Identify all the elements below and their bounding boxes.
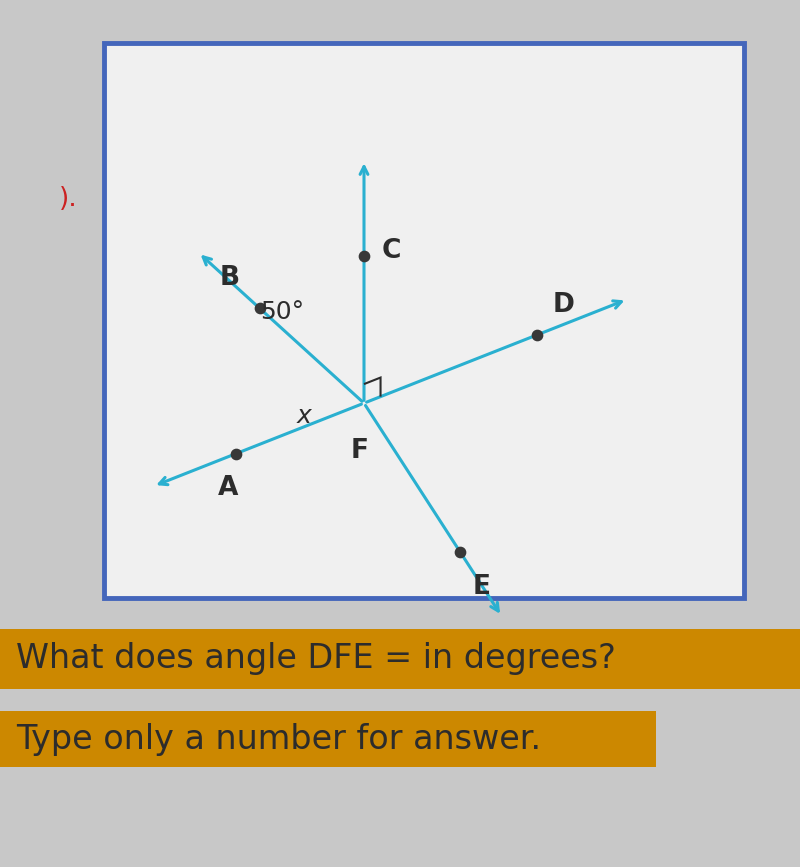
Point bbox=[230, 447, 242, 460]
Text: 50°: 50° bbox=[260, 300, 304, 323]
Text: E: E bbox=[472, 574, 490, 600]
FancyBboxPatch shape bbox=[104, 43, 744, 598]
Text: C: C bbox=[382, 238, 401, 264]
Text: x: x bbox=[297, 404, 311, 428]
Point bbox=[530, 328, 543, 342]
FancyBboxPatch shape bbox=[0, 711, 656, 767]
Point bbox=[358, 249, 370, 263]
Text: What does angle DFE = in degrees?: What does angle DFE = in degrees? bbox=[16, 642, 616, 675]
Point bbox=[454, 545, 466, 559]
Point bbox=[254, 302, 266, 316]
Text: A: A bbox=[218, 475, 238, 501]
Text: ).: ). bbox=[58, 186, 78, 212]
Text: D: D bbox=[553, 291, 574, 317]
Text: F: F bbox=[351, 438, 369, 464]
Text: Type only a number for answer.: Type only a number for answer. bbox=[16, 722, 541, 756]
FancyBboxPatch shape bbox=[0, 629, 800, 689]
Text: B: B bbox=[220, 265, 240, 291]
